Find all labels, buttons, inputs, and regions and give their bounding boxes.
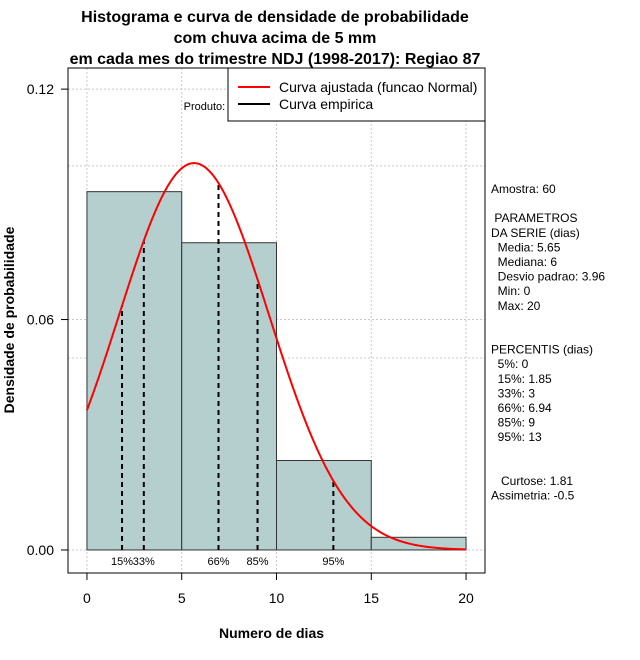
- stats-line: Max: 20: [491, 299, 541, 313]
- y-tick-label: 0.12: [27, 81, 54, 97]
- y-tick-label: 0.06: [27, 312, 54, 328]
- percentile-label: 85%: [247, 556, 269, 568]
- stats-line: 33%: 3: [491, 386, 535, 400]
- stats-line: Mediana: 6: [491, 255, 557, 269]
- stats-line: PERCENTIS (dias): [491, 343, 593, 357]
- x-tick-label: 15: [363, 590, 379, 606]
- histogram-bar: [86, 191, 183, 551]
- chart-title-line: com chuva acima de 5 mm: [174, 30, 377, 47]
- y-axis-label: Densidade de probabilidade: [1, 226, 17, 413]
- stats-line: Assimetria: -0.5: [491, 489, 575, 503]
- chart-title-line: em cada mes do trimestre NDJ (1998-2017)…: [70, 51, 481, 68]
- stats-line: Min: 0: [491, 284, 531, 298]
- percentile-label: 33%: [133, 556, 155, 568]
- x-axis-label: Numero de dias: [219, 625, 324, 641]
- y-tick-label: 0.00: [27, 542, 54, 558]
- stats-line: Media: 5.65: [491, 240, 561, 254]
- stats-line: PARAMETROS: [491, 211, 577, 225]
- x-tick-label: 5: [178, 590, 186, 606]
- stats-line: 95%: 13: [491, 430, 542, 444]
- stats-line: DA SERIE (dias): [491, 226, 580, 240]
- x-tick-label: 20: [458, 590, 474, 606]
- histogram-bar: [181, 242, 278, 551]
- chart-title-line: Histograma e curva de densidade de proba…: [81, 9, 469, 26]
- percentile-label: 95%: [322, 556, 344, 568]
- x-tick-label: 10: [269, 590, 285, 606]
- x-tick-label: 0: [83, 590, 91, 606]
- stats-line: 15%: 1.85: [491, 372, 552, 386]
- legend-box: [227, 67, 486, 122]
- normal-curve: [86, 162, 467, 551]
- stats-line: 85%: 9: [491, 416, 535, 430]
- percentile-label: 15%: [111, 556, 133, 568]
- stats-line: 5%: 0: [491, 357, 529, 371]
- stats-line: Desvio padrao: 3.96: [491, 270, 605, 284]
- histogram-bar: [276, 459, 372, 551]
- histogram-bar: [370, 536, 467, 551]
- stats-line: Curtose: 1.81: [491, 474, 573, 488]
- stats-line: 66%: 6.94: [491, 401, 552, 415]
- percentile-label: 66%: [207, 556, 229, 568]
- stats-line: Amostra: 60: [491, 182, 556, 196]
- legend-label: Curva empirica: [279, 96, 373, 112]
- legend-label: Curva ajustada (funcao Normal): [279, 79, 477, 95]
